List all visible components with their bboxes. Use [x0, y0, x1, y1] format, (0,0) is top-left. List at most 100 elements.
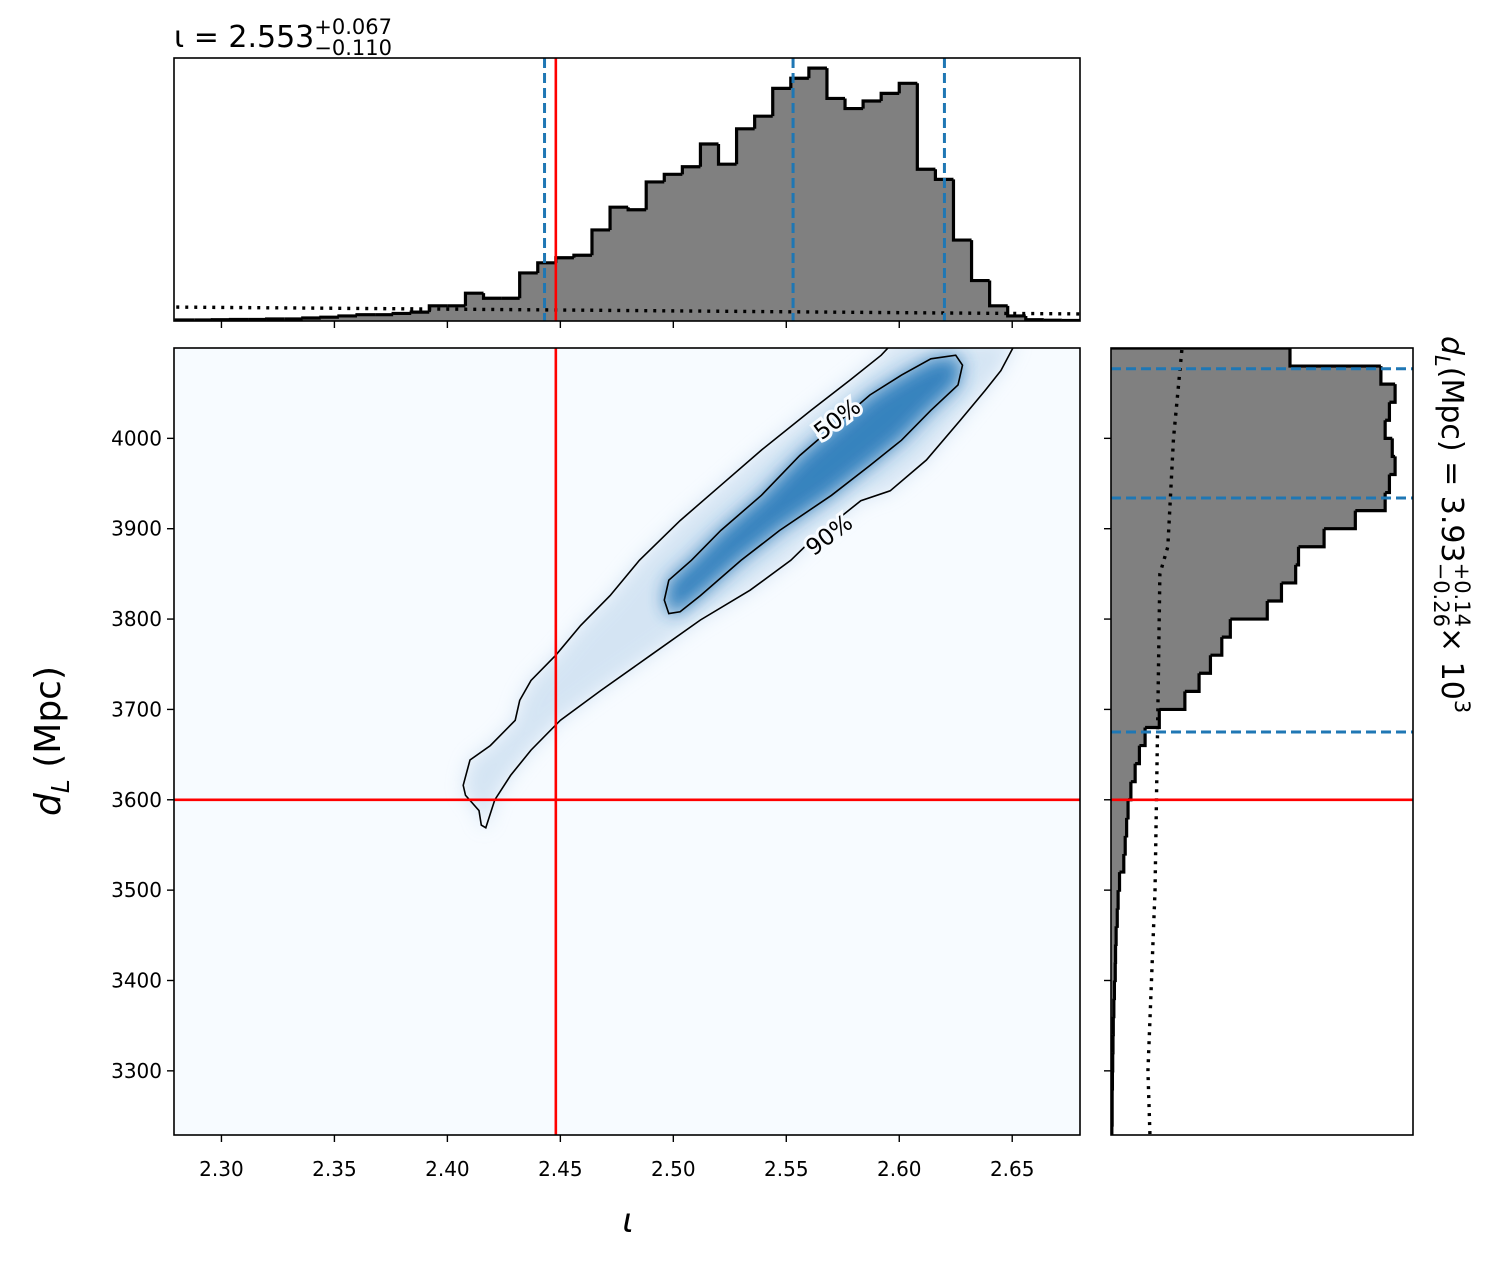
title-subscript: −0.110	[314, 36, 392, 60]
histogram-edge	[1117, 872, 1122, 892]
histogram-bar	[591, 229, 611, 321]
histogram-bar	[1111, 727, 1146, 746]
x-tick-label: 2.30	[199, 1157, 244, 1181]
histogram-bar	[718, 164, 737, 321]
histogram-edge	[1123, 835, 1127, 856]
histogram-edge	[1006, 305, 1026, 318]
histogram-edge	[734, 127, 755, 165]
y-tick-label: 4000	[111, 426, 162, 450]
x-tick-label: 2.35	[312, 1157, 357, 1181]
histogram-edge	[1389, 384, 1397, 404]
title-text: × 10	[1434, 627, 1469, 700]
histogram-bar	[447, 305, 466, 321]
density-fill	[463, 348, 1013, 828]
histogram-bar	[628, 209, 647, 321]
histogram-edge	[319, 315, 339, 319]
histogram-edge	[1145, 709, 1161, 730]
axes: 2.30 2.35 2.40 2.45 2.50 2.55 2.60 2.65 3300 3400…	[111, 57, 1414, 1181]
top-title: ι = 2.553 +0.067−0.110	[174, 15, 392, 60]
histogram-edge	[1135, 745, 1142, 766]
histogram-bar	[1111, 456, 1396, 475]
histogram-bar	[610, 207, 629, 321]
histogram-edge	[1385, 402, 1392, 422]
histogram-bar	[772, 88, 792, 321]
histogram-bar	[826, 98, 846, 321]
histogram-bar	[1111, 890, 1119, 909]
histogram-edge	[988, 280, 1008, 308]
histogram-edge	[355, 313, 376, 317]
histogram-bar	[375, 314, 394, 321]
axes-frame	[1110, 347, 1414, 1136]
histogram-bar	[338, 315, 358, 321]
histogram-edge	[572, 253, 592, 258]
histogram-edge	[391, 311, 412, 316]
histogram-edge	[1385, 474, 1392, 495]
histogram-edge	[1042, 318, 1062, 321]
histogram-edge	[1298, 528, 1326, 549]
title-superscript: +0.14	[1450, 563, 1474, 627]
histogram-edge	[1324, 510, 1357, 531]
x-tick-label: 2.60	[877, 1157, 922, 1181]
y-tick-label: 3300	[111, 1059, 162, 1083]
histogram-edge	[463, 291, 484, 306]
histogram-edge	[1221, 619, 1232, 639]
histogram-bar	[881, 93, 900, 321]
title-text: ι = 2.553	[174, 20, 314, 55]
histogram-edge	[969, 240, 990, 283]
histogram-bar	[465, 293, 484, 321]
y-label-sub: L	[46, 779, 75, 793]
contour-line	[462, 348, 1014, 830]
histogram-edge	[1112, 998, 1116, 1019]
histogram-bar	[1111, 492, 1386, 512]
histogram-bar	[1111, 691, 1185, 710]
histogram-bar	[1111, 619, 1231, 638]
histogram-edge	[1281, 564, 1298, 585]
title-superscript: +0.067	[314, 15, 392, 39]
histogram-edge	[1383, 420, 1393, 440]
histogram-edge	[518, 271, 538, 299]
histogram-bar	[790, 78, 810, 321]
histogram-bar	[555, 257, 575, 321]
histogram-bar	[646, 181, 665, 321]
histogram-edge	[1379, 366, 1396, 386]
title-superscript: 3	[1450, 700, 1474, 713]
histogram-edge	[843, 98, 864, 111]
y-tick-label: 3500	[111, 878, 162, 902]
histogram-bar	[1111, 908, 1118, 927]
histogram-edge	[753, 114, 773, 129]
prior-line	[176, 305, 1080, 316]
histogram-bar	[664, 174, 683, 321]
histogram-bar	[1111, 384, 1396, 403]
histogram-bar	[1111, 474, 1390, 493]
histogram-edge	[789, 76, 809, 89]
axes-frame	[173, 347, 1081, 1136]
histogram-bar	[736, 128, 756, 321]
histogram-bar	[953, 240, 972, 321]
histogram-bar	[429, 305, 448, 321]
histogram-bar	[411, 312, 430, 321]
histogram-edge	[409, 310, 430, 314]
x-axis-label: ι	[622, 1201, 634, 1241]
histogram-bar	[1111, 348, 1290, 367]
histogram-bar	[682, 166, 701, 321]
x-tick-label: 2.45	[538, 1157, 583, 1181]
histogram-bar	[808, 68, 828, 321]
histogram-bar	[573, 255, 593, 321]
histogram-bar	[935, 179, 954, 321]
histogram-bar	[1111, 600, 1268, 620]
histogram-edge	[1390, 438, 1396, 459]
histogram-edge	[698, 142, 719, 167]
histogram-bar	[1111, 781, 1131, 801]
contour-line	[663, 354, 964, 615]
histogram-bar	[320, 317, 340, 321]
histogram-bar	[989, 305, 1009, 321]
title-subscript: −0.26	[1429, 563, 1453, 627]
histogram-edge	[626, 207, 647, 212]
histogram-edge	[825, 68, 846, 101]
histogram-edge	[951, 179, 972, 242]
x-tick-label: 2.65	[990, 1157, 1035, 1181]
histogram-edge	[1111, 1125, 1114, 1135]
histogram-edge	[1111, 348, 1381, 368]
histogram-bar	[1111, 872, 1120, 891]
